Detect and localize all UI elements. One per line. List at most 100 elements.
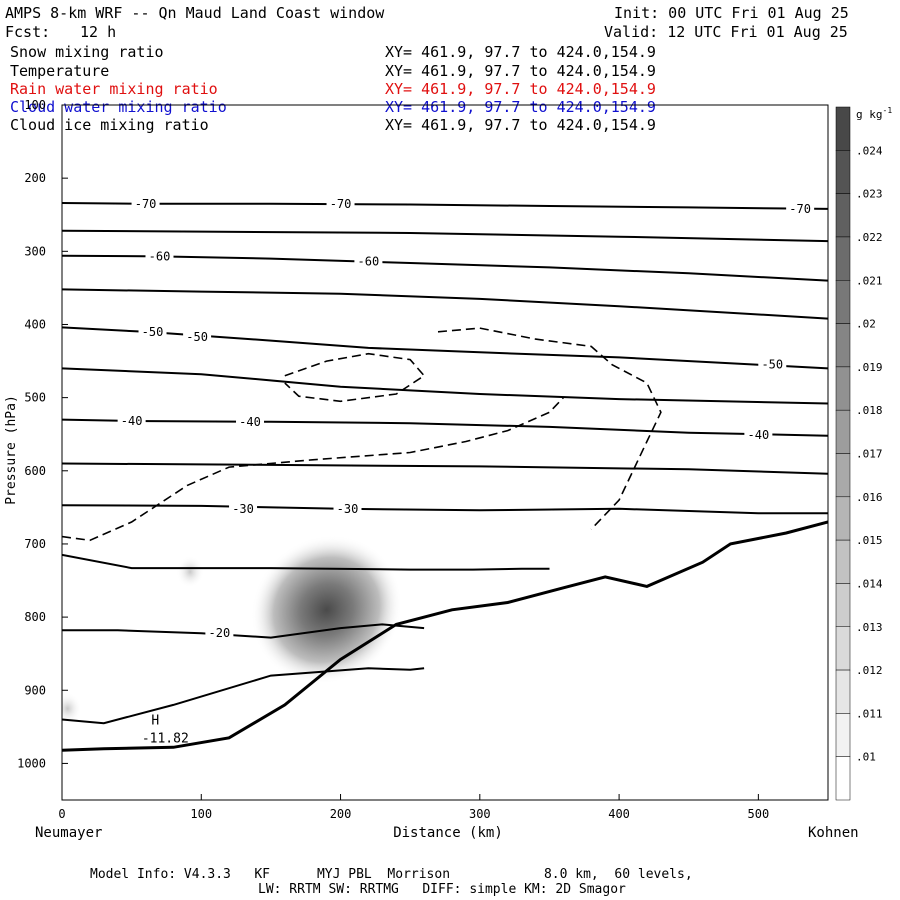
colorbar-swatch [835,669,851,714]
temperature-contour-label: -40 [239,415,261,429]
colorbar-swatch [835,756,851,801]
plot-frame [61,104,829,801]
colorbar-label: .021 [856,274,883,287]
snow-mixing-ratio-contour [62,397,564,542]
x-right-station-label: Kohnen [808,825,859,841]
y-tick-label: 200 [24,171,46,185]
colorbar-swatch [835,236,851,281]
field-name: Temperature [10,62,110,80]
temperature-contour-label: -50 [761,358,783,372]
colorbar-label: .011 [856,707,883,720]
mixing-ratio-shading [176,555,205,588]
colorbar-label: .012 [856,664,883,677]
contour-label-bg [183,328,212,344]
temperature-contour-label: -70 [330,197,352,211]
contour-label-bg [145,248,174,264]
high-marker: H [151,714,159,729]
x-tick-label: 300 [469,807,491,821]
colorbar-label: .014 [856,577,883,590]
colorbar-label: .024 [856,144,883,157]
y-tick-label: 500 [24,391,46,405]
y-tick-label: 900 [24,683,46,697]
x-left-station-label: Neumayer [35,825,102,841]
colorbar-swatch [835,409,851,454]
colorbar-label: .019 [856,361,883,374]
temperature-contour [62,667,425,725]
contour-label-bg [205,625,234,641]
y-tick-label: 300 [24,244,46,258]
colorbar-swatch [835,713,851,757]
y-tick-label: 400 [24,317,46,331]
colorbar-swatch [835,626,851,671]
colorbar-swatch [835,280,851,324]
colorbar-swatch [835,366,851,411]
colorbar-unit-exponent: -1 [883,106,893,115]
colorbar-swatch [835,583,851,627]
x-tick-label: 200 [330,807,352,821]
model-info: Model Info: V4.3.3 KF MYJ PBL Morrison 8… [90,867,693,882]
colorbar-swatch [835,539,851,584]
temperature-contour [62,254,828,282]
snow-mixing-ratio-contour [437,327,662,530]
temperature-contour [62,462,828,475]
colorbar-swatch [835,496,851,541]
field-name: Snow mixing ratio [10,43,164,61]
colorbar-label: .023 [856,188,883,201]
temperature-contour [62,326,828,370]
colorbar-swatch [835,106,851,151]
y-axis-label: Pressure (hPa) [4,395,19,505]
contour-label-bg [786,200,815,216]
x-tick-label: 400 [608,807,630,821]
high-value: -11.82 [142,732,189,747]
colorbar-label: .013 [856,621,883,634]
temperature-contour-label: -60 [149,249,171,263]
contour-label-bg [326,195,355,211]
field-xy: XY= 461.9, 97.7 to 424.0,154.9 [385,43,656,61]
valid-time: Valid: 12 UTC Fri 01 Aug 25 [604,23,848,41]
colorbar-swatch [835,193,851,238]
contour-label-bg [744,426,773,442]
colorbar-swatch [835,453,851,498]
colorbar-swatch [835,323,851,368]
field-xy: XY= 461.9, 97.7 to 424.0,154.9 [385,116,656,134]
temperature-contour-label: -70 [135,197,157,211]
y-tick-label: 1000 [17,756,46,770]
contour-label-bg [354,253,383,269]
x-tick-label: 0 [58,807,65,821]
contour-label-bg [236,413,265,429]
forecast-label: Fcst: [5,23,51,41]
temperature-contour-label: -50 [142,325,164,339]
temperature-contour-label: -70 [789,202,811,216]
temperature-contour [62,229,828,243]
y-tick-label: 700 [24,537,46,551]
field-name: Cloud water mixing ratio [10,98,227,116]
x-axis-label: Distance (km) [393,825,503,841]
y-tick-label: 600 [24,464,46,478]
colorbar-unit: g kg-1 [856,106,892,121]
temperature-contour-label: -40 [748,428,770,442]
field-xy: XY= 461.9, 97.7 to 424.0,154.9 [385,62,656,80]
x-tick-label: 500 [748,807,770,821]
contour-label-bg [138,323,167,339]
contour-label-bg [131,195,160,211]
contour-label-bg [333,500,362,516]
contour-label-bg [229,500,258,516]
colorbar-label: .015 [856,534,883,547]
temperature-contour [62,623,425,639]
temperature-contour-label: -20 [209,626,231,640]
colorbar-label: .01 [856,751,876,764]
temperature-contour-label: -50 [186,330,208,344]
y-tick-label: 100 [24,98,46,112]
temperature-contour [62,202,828,210]
temperature-contour [62,418,828,437]
contour-label-bg [758,356,787,372]
snow-mixing-ratio-contour [284,352,426,403]
temperature-contour-label: -30 [337,502,359,516]
y-tick-label: 800 [24,610,46,624]
temperature-contour-label: -40 [121,414,143,428]
mixing-ratio-shading [62,692,82,725]
colorbar-label: .022 [856,231,883,244]
field-name: Rain water mixing ratio [10,80,218,98]
colorbar-label: .018 [856,404,883,417]
